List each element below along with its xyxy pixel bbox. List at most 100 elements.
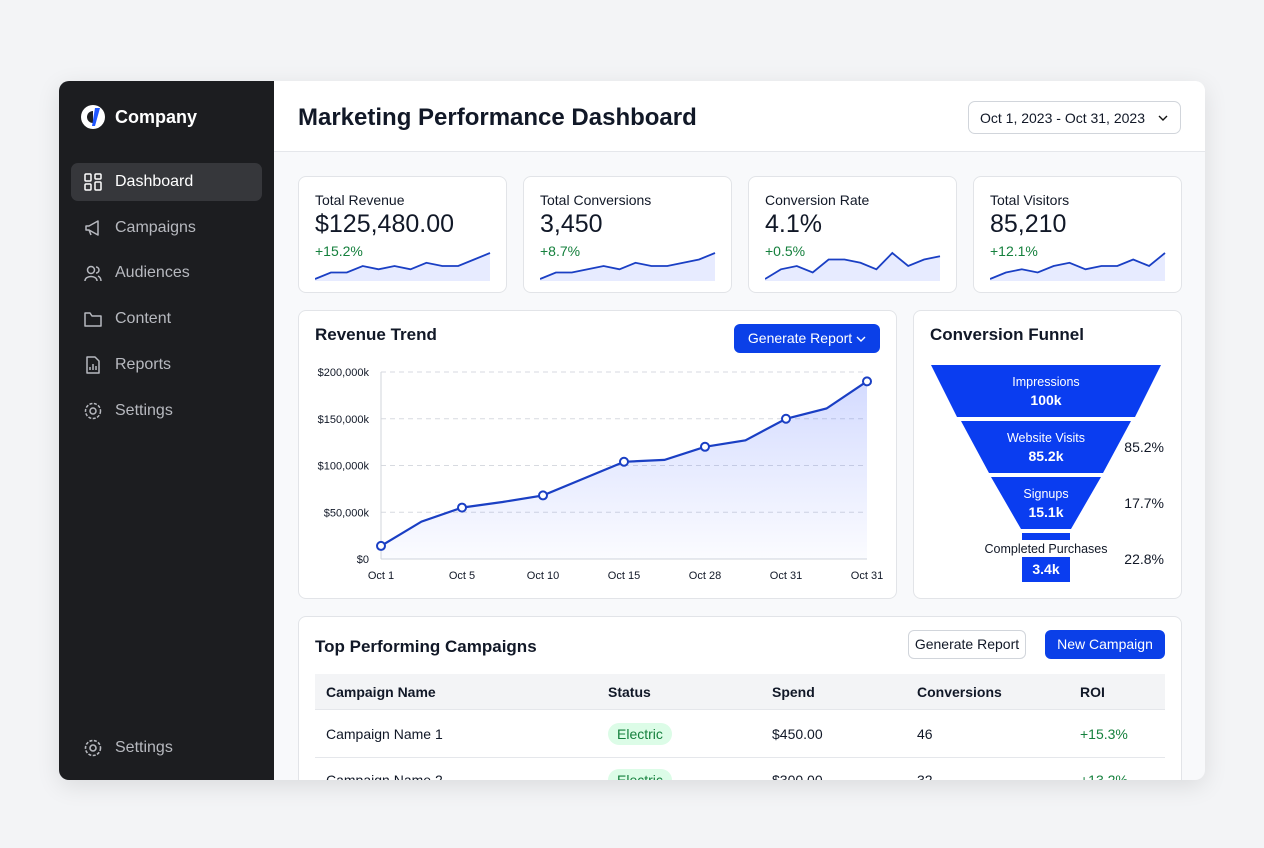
nav-item[interactable]: Audiences (71, 254, 262, 292)
x-tick-label: Oct 31 (770, 570, 802, 582)
sparkline (540, 252, 716, 281)
funnel-stage (1022, 533, 1070, 540)
funnel-stage (991, 477, 1101, 529)
nav-item[interactable]: Settings (71, 392, 262, 430)
kpi-card: Conversion Rate 4.1% +0.5% (748, 176, 957, 293)
kpi-label: Conversion Rate (765, 192, 870, 208)
nav-label: Audiences (115, 264, 190, 282)
new-campaign-button[interactable]: New Campaign (1045, 630, 1165, 659)
point (457, 502, 467, 513)
y-tick-label: $150,000k (318, 414, 370, 426)
kpi-card: Total Revenue $125,480.00 +15.2% (298, 176, 507, 293)
button-label: Generate Report (747, 330, 853, 346)
sparkline-line (990, 252, 1166, 280)
point (700, 441, 710, 452)
stage-label: Website Visits (1007, 431, 1085, 445)
status-pill: Electric (608, 723, 672, 745)
nav-icon (86, 356, 100, 374)
nav-item[interactable]: Reports (71, 346, 262, 384)
sparkline-area (315, 253, 490, 281)
kpi-card: Total Conversions 3,450 +8.7% (523, 176, 732, 293)
kpi-change: +12.1% (990, 243, 1038, 259)
revenue-card: Revenue Trend $0 $50,000k $100,000k $150,00… (298, 310, 897, 599)
point (376, 540, 386, 551)
funnel: Conversion Funnel Impressions 100k Website… (930, 325, 1164, 582)
footer-label: Settings (115, 739, 173, 756)
card-title: Revenue Trend (315, 325, 437, 344)
card-title: Top Performing Campaigns (315, 637, 537, 656)
column-header: Spend (772, 684, 815, 700)
stage-rate: 85.2% (1124, 439, 1164, 455)
logo (81, 105, 105, 129)
funnel-stage (961, 421, 1131, 473)
nav-item[interactable]: Dashboard (71, 163, 262, 201)
sparkline (765, 251, 941, 281)
table-cell: +15.3% (1080, 726, 1128, 742)
nav-icon (84, 312, 102, 327)
icon (84, 739, 102, 757)
generate-report-button[interactable]: Generate Report (908, 630, 1026, 659)
table-cell: +13.2% (1080, 772, 1128, 780)
stage-rate: 17.7% (1124, 495, 1164, 511)
kpi-label: Total Revenue (315, 192, 405, 208)
column-header: Campaign Name (326, 684, 436, 700)
stage-value: 100k (1030, 392, 1061, 408)
kpi-label: Total Conversions (540, 192, 652, 208)
point (781, 413, 791, 424)
stage-label: Completed Purchases (985, 542, 1108, 556)
kpi-label: Total Visitors (990, 192, 1070, 208)
generate-report-button[interactable]: Generate Report (734, 324, 880, 353)
kpi-card: Total Visitors 85,210 +12.1% (973, 176, 1182, 293)
stage-rate: 22.8% (1124, 551, 1164, 567)
column-header: Status (608, 684, 651, 700)
nav-icon (84, 402, 102, 419)
table-cell: $300.00 (772, 772, 823, 780)
x-tick-label: Oct 28 (689, 570, 721, 582)
sparkline-area (765, 253, 940, 281)
table-header (315, 674, 1165, 710)
stage-label: Impressions (1012, 375, 1079, 389)
y-tick-label: $0 (357, 554, 369, 566)
table-cell: 32 (917, 772, 933, 780)
chevron (856, 336, 866, 342)
stage-value: 15.1k (1028, 504, 1063, 520)
sidebar: Company Dashboard Campaigns Audiences Conte… (59, 81, 274, 780)
table-cell: $450.00 (772, 726, 823, 742)
kpi-value: $125,480.00 (315, 210, 455, 238)
x-tick-label: Oct 1 (368, 570, 394, 582)
footer-settings[interactable]: Settings (71, 729, 262, 767)
nav-item[interactable]: Content (71, 300, 262, 338)
sparkline (990, 252, 1166, 281)
y-tick-label: $50,000k (324, 507, 370, 519)
campaigns-card: Top Performing Campaigns Generate Report… (298, 616, 1182, 780)
nav-label: Dashboard (115, 173, 194, 190)
nav-item[interactable]: Campaigns (71, 209, 262, 247)
nav-label: Settings (115, 401, 173, 419)
x-tick-label: Oct 10 (527, 570, 559, 582)
revenue-chart: Revenue Trend $0 $50,000k $100,000k $150,00… (315, 325, 883, 582)
table-cell: Campaign Name 1 (326, 726, 443, 742)
nav-icon (84, 173, 102, 191)
point (862, 376, 872, 387)
sparkline-line (765, 251, 941, 280)
table-cell: 46 (917, 726, 933, 742)
stage-value: 3.4k (1032, 561, 1059, 577)
card-title: Conversion Funnel (930, 325, 1084, 344)
kpi-change: +8.7% (540, 243, 581, 259)
nav-label: Content (115, 310, 172, 328)
date-picker[interactable]: Oct 1, 2023 - Oct 31, 2023 (968, 101, 1181, 134)
funnel-card: Conversion Funnel Impressions 100k Website… (913, 310, 1182, 599)
date-range: Oct 1, 2023 - Oct 31, 2023 (980, 110, 1145, 126)
kpi-value: 3,450 (540, 210, 603, 238)
x-tick-label: Oct 31 (851, 570, 883, 582)
chevron (1158, 115, 1168, 121)
x-tick-label: Oct 5 (449, 570, 475, 582)
header: Marketing Performance Dashboard Oct 1, 2… (274, 81, 1205, 152)
nav-icon (85, 219, 99, 236)
point (619, 456, 629, 467)
nav-icon (84, 266, 102, 282)
nav-label: Reports (115, 355, 172, 373)
kpi-value: 85,210 (990, 210, 1067, 238)
column-header: Conversions (917, 684, 1002, 700)
stage-value: 85.2k (1028, 448, 1063, 464)
